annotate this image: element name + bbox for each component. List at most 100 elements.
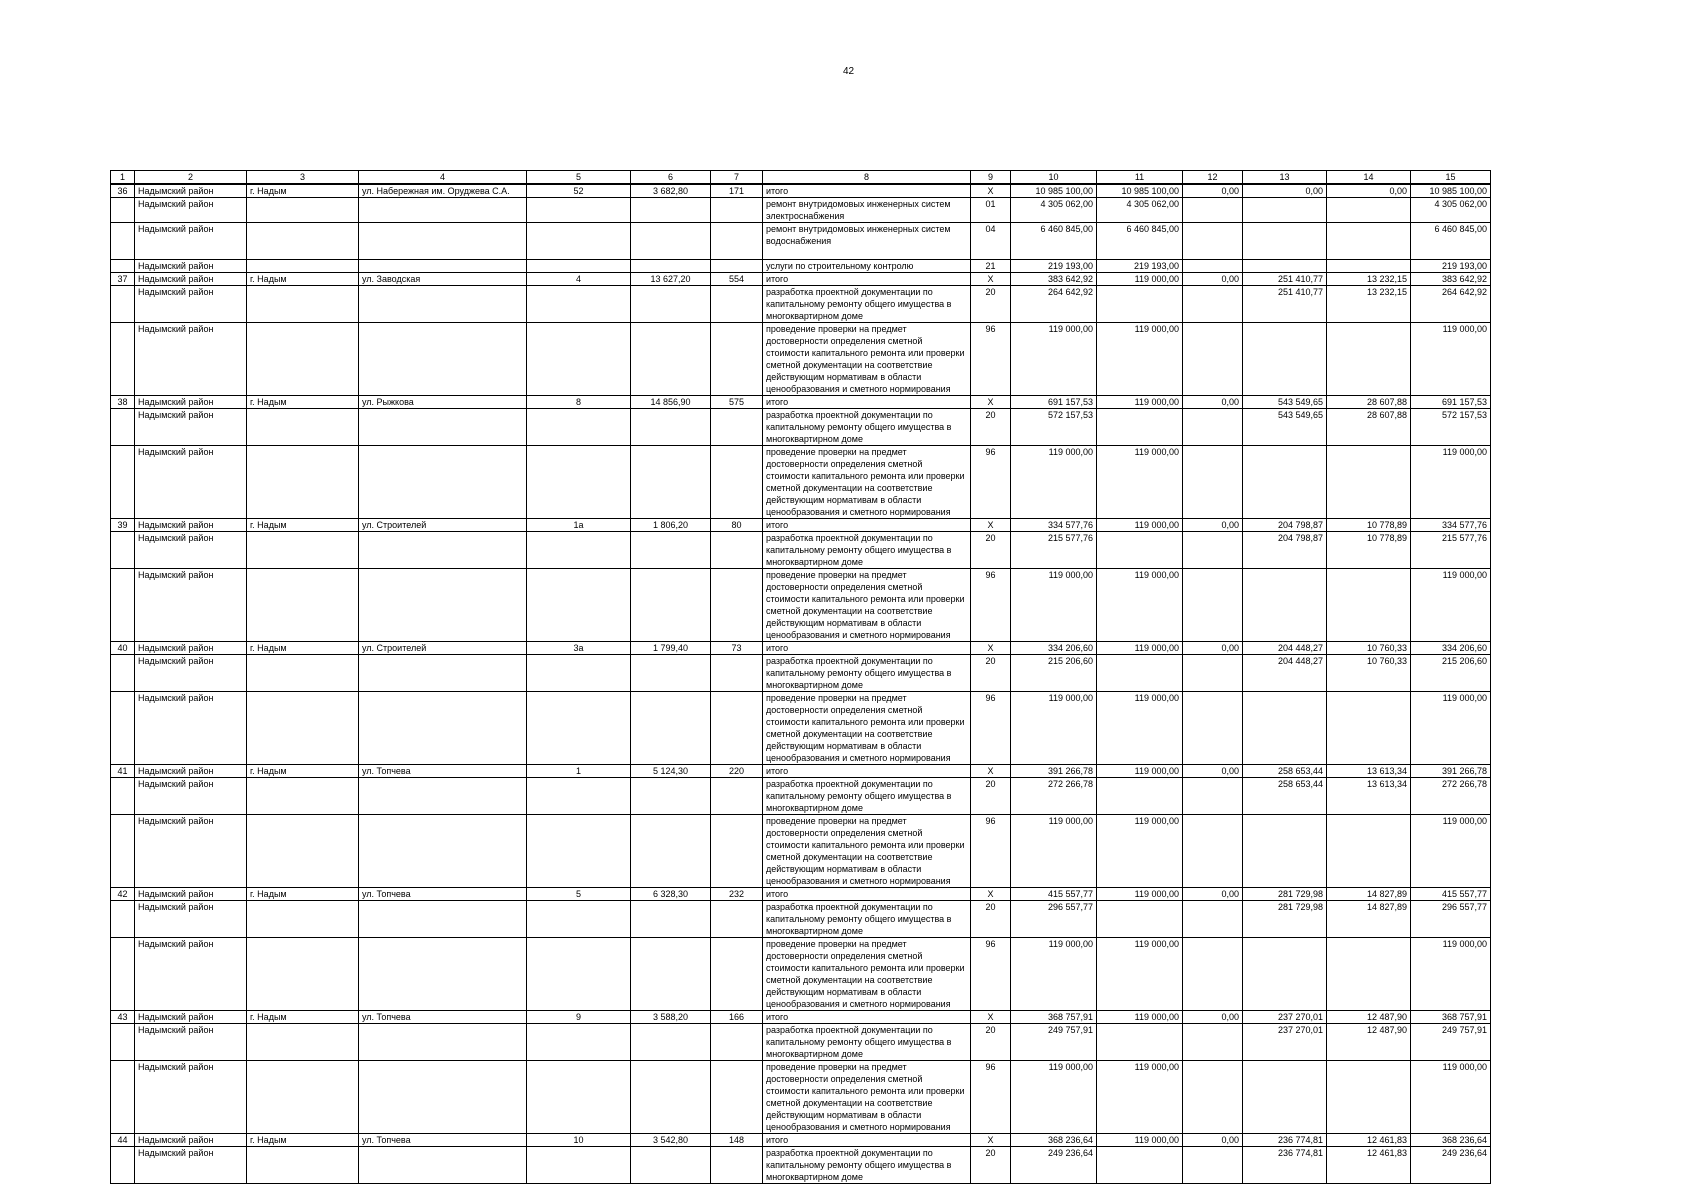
- work-detail-row: Надымский район ремонт внутридомовых инже…: [110, 197, 1491, 223]
- col-14-cell: 13 613,34: [1326, 764, 1411, 778]
- col-13-cell: 281 729,98: [1242, 900, 1327, 938]
- object-row-40: 40 Надымский район г. Надым ул. Строителей 3…: [110, 641, 1491, 655]
- col-10-cell: 334 206,60: [1010, 641, 1097, 655]
- col-11-cell: [1096, 1146, 1183, 1184]
- work-code-cell: 20: [970, 408, 1011, 446]
- column-header-10: 10: [1010, 170, 1097, 185]
- residents-cell: 73: [710, 641, 763, 655]
- col-15-cell: 215 206,60: [1410, 654, 1491, 692]
- col-14-cell: 14 827,89: [1326, 887, 1411, 901]
- col-12-cell: [1182, 197, 1243, 223]
- column-header-9: 9: [970, 170, 1011, 185]
- district-cell: Надымский район: [134, 285, 247, 323]
- col-14-cell: [1326, 197, 1411, 223]
- area-cell: [630, 814, 711, 888]
- work-detail-row: Надымский район разработка проектной доку…: [110, 408, 1491, 446]
- col-12-cell: [1182, 568, 1243, 642]
- work-type-cell: проведение проверки на предмет достоверн…: [762, 445, 971, 519]
- col-12-cell: 0,00: [1182, 518, 1243, 532]
- col-13-cell: [1242, 937, 1327, 1011]
- row-number: 39: [110, 518, 135, 532]
- col-13-cell: 0,00: [1242, 184, 1327, 198]
- col-11-cell: 119 000,00: [1096, 814, 1183, 888]
- work-type-cell: итого: [762, 518, 971, 532]
- work-code-cell: 96: [970, 691, 1011, 765]
- column-header-label: 1: [111, 172, 134, 184]
- residents-cell: [710, 531, 763, 569]
- city-cell: [246, 937, 359, 1011]
- col-11-cell: 119 000,00: [1096, 518, 1183, 532]
- column-header-5: 5: [526, 170, 631, 185]
- col-14-cell: 10 760,33: [1326, 641, 1411, 655]
- work-code-cell: 04: [970, 222, 1011, 260]
- col-15-cell: 4 305 062,00: [1410, 197, 1491, 223]
- street-cell: [358, 937, 527, 1011]
- work-type-cell: итого: [762, 395, 971, 409]
- col-11-cell: 119 000,00: [1096, 887, 1183, 901]
- row-number: [110, 777, 135, 815]
- col-12-cell: 0,00: [1182, 272, 1243, 286]
- area-cell: [630, 654, 711, 692]
- row-number: [110, 285, 135, 323]
- col-13-cell: 236 774,81: [1242, 1133, 1327, 1147]
- row-number: [110, 197, 135, 223]
- col-14-cell: 12 487,90: [1326, 1023, 1411, 1061]
- col-10-cell: 119 000,00: [1010, 1060, 1097, 1134]
- column-header-label: 4: [359, 172, 526, 184]
- col-13-cell: 251 410,77: [1242, 285, 1327, 323]
- street-cell: ул. Строителей: [358, 641, 527, 655]
- work-code-cell: 20: [970, 900, 1011, 938]
- col-10-cell: 219 193,00: [1010, 259, 1097, 273]
- street-cell: [358, 1060, 527, 1134]
- row-number: [110, 814, 135, 888]
- work-code-cell: 96: [970, 445, 1011, 519]
- col-15-cell: 334 577,76: [1410, 518, 1491, 532]
- work-detail-row: Надымский район проведение проверки на пр…: [110, 691, 1491, 765]
- column-header-8: 8: [762, 170, 971, 185]
- col-15-cell: 6 460 845,00: [1410, 222, 1491, 260]
- work-detail-row: Надымский район разработка проектной доку…: [110, 1146, 1491, 1184]
- work-code-cell: 20: [970, 531, 1011, 569]
- residents-cell: [710, 259, 763, 273]
- col-13-cell: 543 549,65: [1242, 395, 1327, 409]
- col-15-cell: 383 642,92: [1410, 272, 1491, 286]
- area-cell: 3 682,80: [630, 184, 711, 198]
- col-11-cell: 119 000,00: [1096, 764, 1183, 778]
- street-cell: [358, 259, 527, 273]
- work-detail-row: Надымский район проведение проверки на пр…: [110, 937, 1491, 1011]
- col-10-cell: 119 000,00: [1010, 568, 1097, 642]
- col-11-cell: [1096, 531, 1183, 569]
- row-number: [110, 691, 135, 765]
- work-type-cell: разработка проектной документации по кап…: [762, 531, 971, 569]
- district-cell: Надымский район: [134, 654, 247, 692]
- area-cell: [630, 285, 711, 323]
- house-number-cell: [526, 285, 631, 323]
- col-11-cell: 119 000,00: [1096, 445, 1183, 519]
- row-number: 36: [110, 184, 135, 198]
- district-cell: Надымский район: [134, 937, 247, 1011]
- col-11-cell: [1096, 285, 1183, 323]
- house-number-cell: 3а: [526, 641, 631, 655]
- area-cell: [630, 531, 711, 569]
- area-cell: [630, 1023, 711, 1061]
- row-number: [110, 445, 135, 519]
- city-cell: г. Надым: [246, 1133, 359, 1147]
- col-11-cell: 119 000,00: [1096, 641, 1183, 655]
- col-14-cell: [1326, 814, 1411, 888]
- col-13-cell: [1242, 1060, 1327, 1134]
- col-10-cell: 272 266,78: [1010, 777, 1097, 815]
- object-row-44: 44 Надымский район г. Надым ул. Топчева 10 3 …: [110, 1133, 1491, 1147]
- house-number-cell: [526, 531, 631, 569]
- col-13-cell: [1242, 222, 1327, 260]
- work-type-cell: проведение проверки на предмет достоверн…: [762, 814, 971, 888]
- area-cell: [630, 691, 711, 765]
- house-number-cell: [526, 1023, 631, 1061]
- district-cell: Надымский район: [134, 395, 247, 409]
- street-cell: [358, 222, 527, 260]
- work-code-cell: Х: [970, 272, 1011, 286]
- residents-cell: [710, 814, 763, 888]
- district-cell: Надымский район: [134, 1023, 247, 1061]
- area-cell: 13 627,20: [630, 272, 711, 286]
- col-11-cell: 119 000,00: [1096, 1010, 1183, 1024]
- area-cell: 6 328,30: [630, 887, 711, 901]
